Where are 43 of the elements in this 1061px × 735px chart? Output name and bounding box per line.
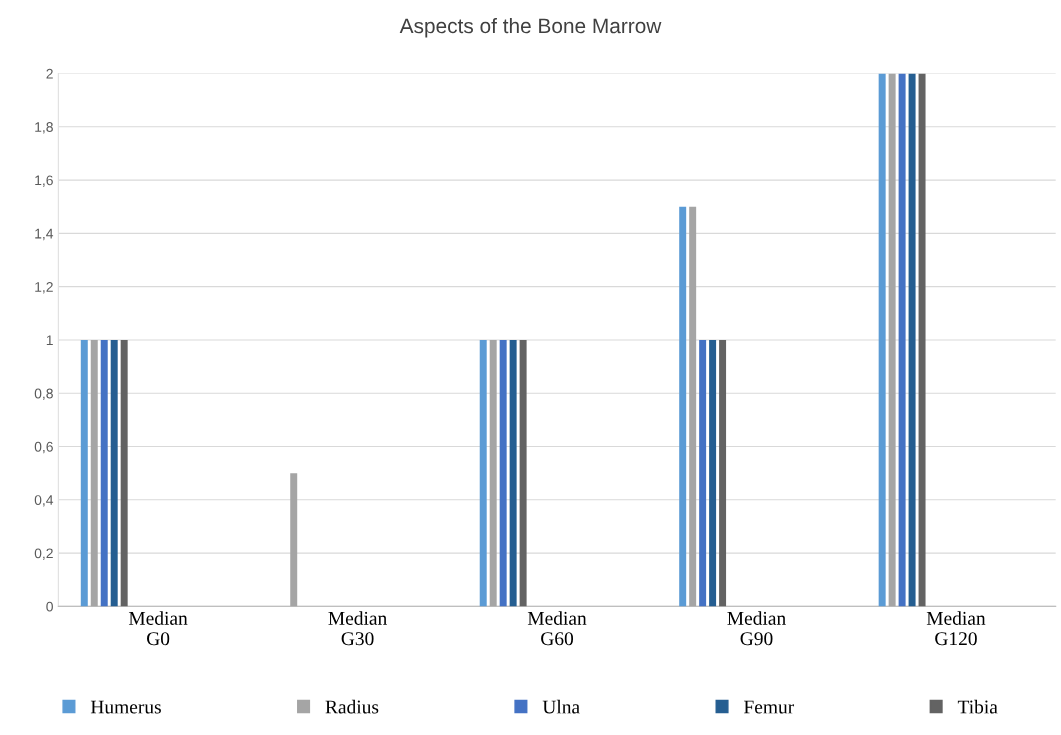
bar — [90, 339, 98, 607]
bar — [489, 339, 497, 607]
x-tick-label: Median G0 — [128, 611, 188, 646]
bar — [878, 73, 886, 607]
bar — [888, 73, 896, 607]
x-tick-label: Median G120 — [926, 611, 986, 646]
bar — [679, 206, 687, 607]
y-tick-label: 0,4 — [34, 495, 54, 507]
bar — [100, 339, 108, 607]
bar — [719, 339, 727, 607]
bar — [519, 339, 527, 607]
y-tick-label: 0 — [46, 601, 53, 612]
legend-label: Humerus — [90, 700, 161, 714]
bar — [689, 206, 697, 607]
y-tick-label: 1,2 — [35, 281, 53, 294]
y-tick-label: 1 — [46, 335, 53, 345]
bar — [110, 339, 118, 607]
y-tick-label: 1,8 — [35, 122, 53, 134]
legend-label: Tibia — [957, 699, 998, 714]
legend-label: Ulna — [542, 699, 580, 714]
bar — [709, 339, 717, 607]
x-tick-label: Median G60 — [527, 611, 587, 646]
bar — [699, 339, 707, 607]
bar — [918, 73, 926, 607]
legend-label: Femur — [743, 700, 795, 714]
chart-title: Aspects of the Bone Marrow — [399, 17, 662, 38]
bar — [509, 339, 517, 607]
y-tick-label: 0,6 — [34, 441, 53, 454]
bar — [479, 339, 487, 607]
y-tick-label: 0,2 — [34, 548, 53, 560]
bar — [499, 339, 507, 607]
bar — [898, 73, 906, 607]
bar — [80, 339, 88, 607]
y-tick-label: 1,4 — [35, 228, 54, 241]
bar — [290, 473, 298, 607]
x-tick-label: Median G30 — [328, 611, 387, 646]
bar — [908, 73, 916, 607]
y-tick-label: 1,6 — [35, 175, 53, 187]
legend-label: Radius — [325, 699, 379, 714]
y-tick-label: 0,8 — [34, 388, 53, 401]
y-tick-label: 2 — [46, 68, 53, 79]
bar — [120, 339, 128, 607]
x-tick-label: Median G90 — [727, 611, 786, 646]
